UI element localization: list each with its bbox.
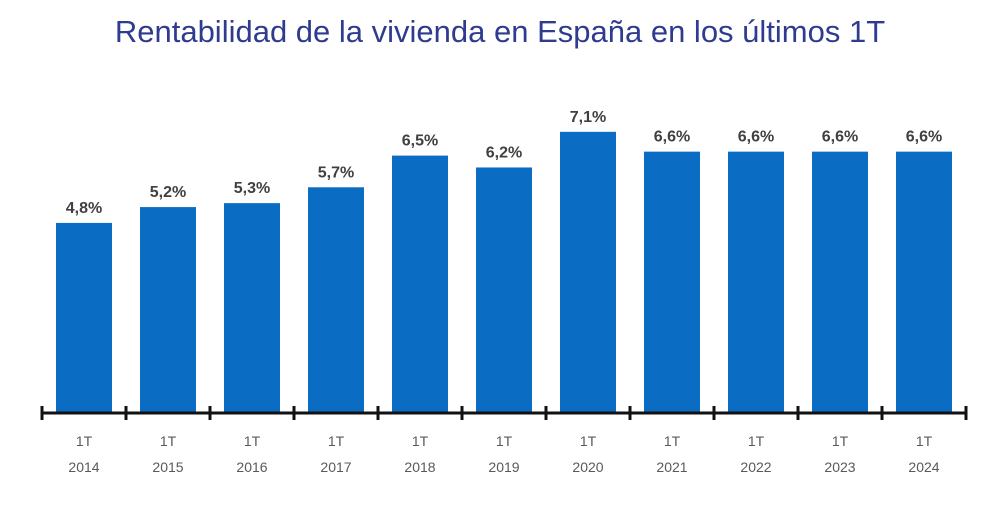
data-label: 6,6% <box>906 129 942 146</box>
x-tick-label: 2022 <box>740 459 771 475</box>
data-label: 6,5% <box>402 133 438 150</box>
data-label: 5,2% <box>150 184 186 201</box>
chart-title: Rentabilidad de la vivienda en España en… <box>114 14 886 49</box>
x-tick-label: 1T <box>244 433 261 449</box>
bar <box>224 203 280 413</box>
bar <box>140 207 196 413</box>
x-tick-label: 2016 <box>236 459 267 475</box>
x-tick-label: 2023 <box>824 459 855 475</box>
bar <box>392 155 448 413</box>
bar <box>308 187 364 413</box>
data-label: 6,2% <box>486 144 522 161</box>
x-tick-label: 2024 <box>908 459 939 475</box>
x-tick-label: 1T <box>160 433 177 449</box>
x-tick-label: 2015 <box>152 459 183 475</box>
x-tick-label: 2018 <box>404 459 435 475</box>
data-label: 6,6% <box>654 129 690 146</box>
x-tick-label: 1T <box>832 433 849 449</box>
bar <box>560 131 616 413</box>
x-tick-label: 2014 <box>68 459 99 475</box>
x-tick-label: 2021 <box>656 459 687 475</box>
x-tick-label: 1T <box>916 433 933 449</box>
bar <box>896 151 952 413</box>
x-tick-label: 2019 <box>488 459 519 475</box>
data-label: 7,1% <box>570 109 606 126</box>
bar <box>476 167 532 413</box>
x-tick-label: 1T <box>580 433 597 449</box>
bar <box>56 222 112 413</box>
x-tick-label: 1T <box>748 433 765 449</box>
x-tick-label: 2020 <box>572 459 603 475</box>
x-tick-label: 1T <box>328 433 345 449</box>
data-label: 6,6% <box>822 129 858 146</box>
data-label: 5,7% <box>318 164 354 181</box>
x-tick-label: 1T <box>664 433 681 449</box>
bar <box>644 151 700 413</box>
data-label: 5,3% <box>234 180 270 197</box>
bar <box>812 151 868 413</box>
x-tick-label: 1T <box>76 433 93 449</box>
bar <box>728 151 784 413</box>
data-label: 4,8% <box>66 200 102 217</box>
data-label: 6,6% <box>738 129 774 146</box>
x-tick-label: 1T <box>496 433 513 449</box>
x-tick-label: 2017 <box>320 459 351 475</box>
x-tick-label: 1T <box>412 433 429 449</box>
